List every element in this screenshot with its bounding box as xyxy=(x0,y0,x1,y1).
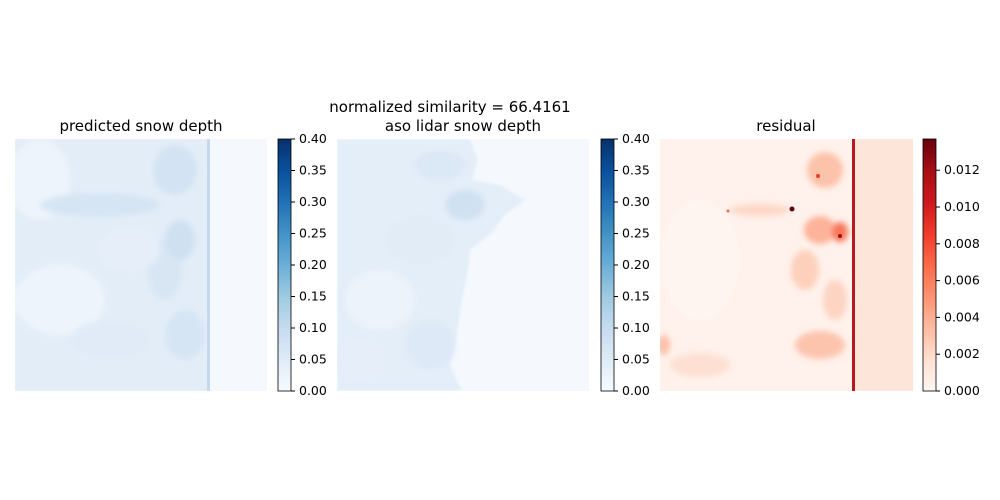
colorbar-ticks: 0.000 0.002 0.004 0.006 0.008 0.010 0.01… xyxy=(936,162,980,398)
colorbar-ticks: 0.00 0.05 0.10 0.15 0.20 0.25 0.30 0.35 … xyxy=(614,131,650,398)
colorbar-tick-label: 0.35 xyxy=(299,163,327,178)
colorbar-tick-label: 0.15 xyxy=(622,289,650,304)
panel-title: predicted snow depth xyxy=(59,117,222,135)
colorbar-tick-label: 0.002 xyxy=(944,346,980,361)
colorbar-tick-label: 0.004 xyxy=(944,309,980,324)
heatmap-image xyxy=(660,139,913,391)
colorbar-tick-label: 0.20 xyxy=(622,257,650,272)
colorbar-tick-label: 0.10 xyxy=(622,320,650,335)
panel-residual: residual 0.000 xyxy=(660,117,980,398)
panel-predicted: predicted snow depth 0.00 0.05 0.10 xyxy=(15,117,327,398)
colorbar-tick-label: 0.20 xyxy=(299,257,327,272)
colorbar xyxy=(600,138,615,392)
panel-title: residual xyxy=(756,117,815,135)
colorbar-tick-label: 0.010 xyxy=(944,199,980,214)
colorbar-tick-label: 0.40 xyxy=(299,131,327,146)
colorbar-tick-label: 0.10 xyxy=(299,320,327,335)
colorbar-ticks: 0.00 0.05 0.10 0.15 0.20 0.25 0.30 0.35 … xyxy=(291,131,327,398)
colorbar-tick-label: 0.30 xyxy=(299,194,327,209)
colorbar-tick-label: 0.000 xyxy=(944,383,980,398)
colorbar xyxy=(277,138,292,392)
colorbar-tick-label: 0.25 xyxy=(299,226,327,241)
colorbar-tick-label: 0.00 xyxy=(622,383,650,398)
colorbar-tick-label: 0.40 xyxy=(622,131,650,146)
colorbar-tick-label: 0.35 xyxy=(622,163,650,178)
heatmap-image xyxy=(337,139,589,391)
figure-suptitle: normalized similarity = 66.4161 xyxy=(329,98,570,116)
colorbar-tick-label: 0.15 xyxy=(299,289,327,304)
colorbar-tick-label: 0.012 xyxy=(944,162,980,177)
colorbar-tick-label: 0.25 xyxy=(622,226,650,241)
colorbar-tick-label: 0.30 xyxy=(622,194,650,209)
heatmap-image xyxy=(15,139,267,391)
colorbar-tick-label: 0.05 xyxy=(622,352,650,367)
colorbar-tick-label: 0.00 xyxy=(299,383,327,398)
colorbar-tick-label: 0.008 xyxy=(944,236,980,251)
colorbar-tick-label: 0.006 xyxy=(944,273,980,288)
panel-title: aso lidar snow depth xyxy=(385,117,541,135)
colorbar-tick-label: 0.05 xyxy=(299,352,327,367)
panel-aso-lidar: aso lidar snow depth 0.00 0.05 0.10 0.15… xyxy=(337,117,650,398)
colorbar xyxy=(922,138,937,392)
